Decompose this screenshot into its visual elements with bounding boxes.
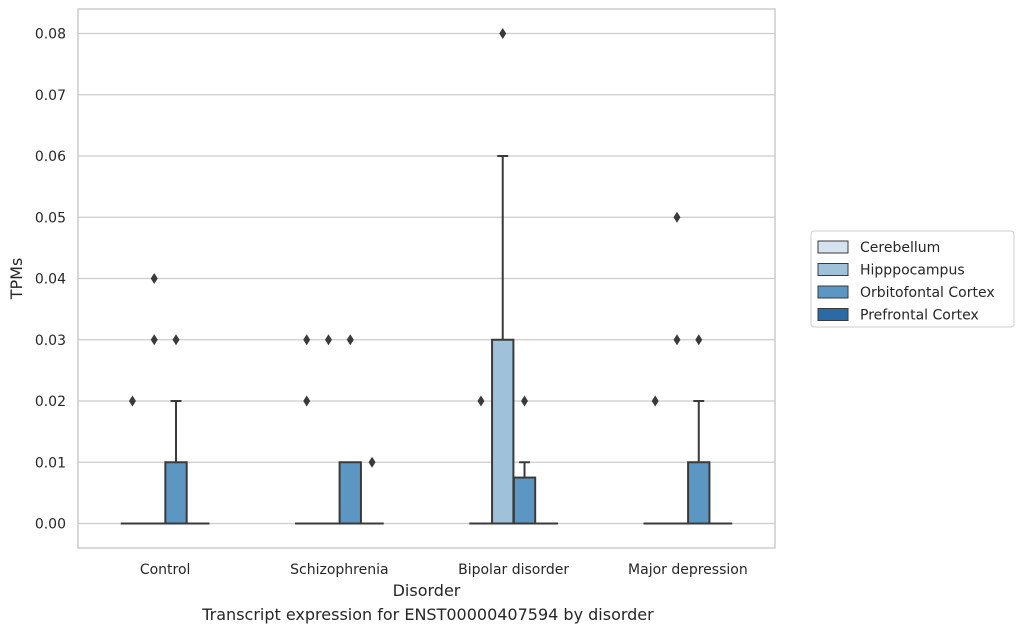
box-plot [164, 334, 188, 525]
box-plot [295, 334, 319, 525]
legend-label: Orbitofontal Cortex [860, 285, 995, 301]
box [164, 461, 188, 525]
outlier-point [368, 456, 376, 468]
y-tick-labels: 0.00 0.01 0.02 0.03 0.04 0.05 0.06 0.07 0.08 [35, 27, 66, 533]
outlier-point [695, 334, 703, 346]
outlier-point [324, 334, 332, 346]
y-tick-label: 0.06 [35, 149, 66, 165]
outlier-point [477, 395, 485, 407]
plot-frame [77, 8, 776, 549]
x-tick-label: Control [140, 562, 191, 578]
outlier-point [673, 334, 681, 346]
y-tick-label: 0.02 [35, 394, 66, 410]
outlier-point [673, 211, 681, 223]
legend-swatch [817, 285, 849, 299]
y-tick-label: 0.00 [35, 517, 66, 533]
outlier-point [150, 273, 158, 284]
box [512, 476, 537, 525]
legend-swatch [817, 263, 849, 276]
legend-swatch [817, 240, 849, 254]
y-tick-label: 0.03 [35, 333, 66, 349]
outlier-point [303, 334, 311, 346]
y-tick-label: 0.04 [35, 272, 66, 288]
x-axis-label: Disorder [393, 581, 461, 600]
y-tick-label: 0.05 [35, 210, 66, 226]
x-tick-label: Major depression [628, 562, 748, 578]
box-plot [512, 395, 537, 525]
y-tick-label: 0.08 [35, 27, 66, 43]
box-plot [687, 334, 711, 525]
legend-label: Prefrontal Cortex [860, 308, 979, 324]
x-tick-label: Schizophrenia [290, 562, 388, 578]
chart-caption: Transcript expression for ENST0000040759… [202, 605, 654, 624]
y-tick-label: 0.01 [35, 455, 66, 471]
box-plot [665, 211, 689, 525]
gridlines [78, 32, 775, 525]
y-tick-label: 0.07 [35, 88, 66, 104]
outlier-point [346, 334, 354, 346]
box-plot [360, 456, 384, 525]
x-tick-labels: Control Schizophrenia Bipolar disorder Majo… [140, 562, 748, 578]
box [491, 338, 515, 525]
x-tick-label: Bipolar disorder [458, 562, 569, 578]
legend-swatch [817, 308, 849, 321]
box [687, 461, 711, 525]
legend-label: Hipppocampus [860, 263, 965, 279]
outlier-point [651, 395, 659, 407]
box-plot [469, 395, 493, 525]
box-plot [338, 334, 362, 525]
box-plot [316, 334, 341, 525]
outlier-point [521, 395, 529, 407]
outlier-point [128, 395, 136, 407]
legend-label: Cerebellum [860, 240, 940, 256]
outlier-point [150, 334, 158, 346]
box-plot [643, 395, 667, 525]
legend: Cerebellum Hipppocampus Orbitofontal Corte… [810, 230, 1015, 328]
box-plots [120, 28, 733, 525]
legend-box [810, 230, 1015, 328]
box-plot [491, 28, 515, 525]
outlier-point [303, 395, 311, 407]
box-plot [120, 395, 145, 525]
outlier-point [499, 28, 507, 39]
outlier-point [172, 334, 180, 346]
y-axis-label: TPMs [7, 258, 26, 301]
box-plot [142, 273, 166, 525]
box [338, 461, 362, 525]
